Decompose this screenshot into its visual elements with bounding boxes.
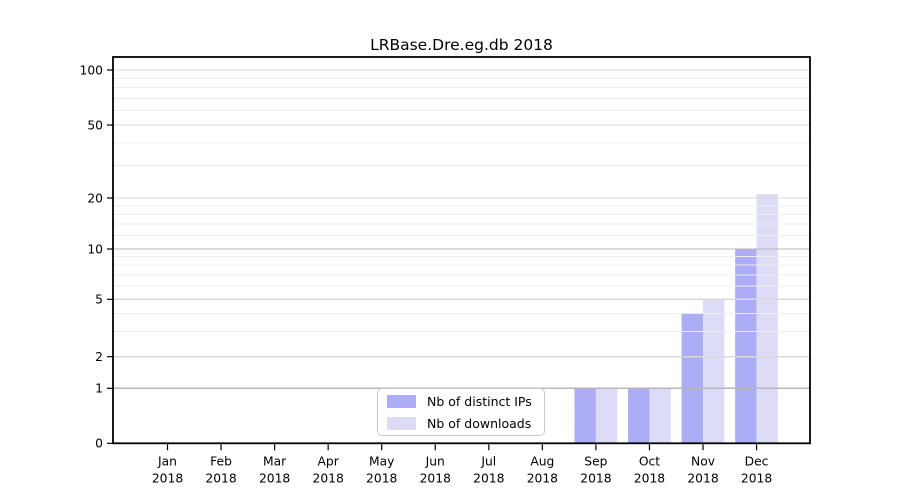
legend-swatch-distinct-ips <box>387 394 416 408</box>
y-tick-label: 5 <box>95 293 103 307</box>
x-tick-label: Mar 2018 <box>259 454 290 485</box>
x-tick-label: May 2018 <box>366 454 397 485</box>
bar-distinct-ips-Oct <box>628 388 650 444</box>
bar-distinct-ips-Dec <box>735 249 757 444</box>
legend: Nb of distinct IPs Nb of downloads <box>377 388 545 436</box>
bar-downloads-Oct <box>649 388 671 444</box>
x-tick-label: Apr 2018 <box>313 454 344 485</box>
x-tick-label: Jul 2018 <box>473 454 504 485</box>
bar-downloads-Nov <box>703 299 725 444</box>
x-tick-label: Jun 2018 <box>420 454 451 485</box>
y-tick-label: 50 <box>87 118 103 132</box>
y-tick-label: 2 <box>95 350 103 364</box>
y-tick-label: 1 <box>95 382 103 396</box>
plot-border <box>112 56 811 445</box>
x-tick-label: Jan 2018 <box>152 454 183 485</box>
bar-downloads-Sep <box>595 388 618 444</box>
x-tick-label: Aug 2018 <box>527 454 558 485</box>
bar-distinct-ips-Nov <box>681 313 703 444</box>
legend-swatch-downloads <box>387 416 416 430</box>
y-tick-label: 10 <box>87 242 103 256</box>
legend-label-downloads: Nb of downloads <box>427 415 532 431</box>
x-tick-label: Sep 2018 <box>580 454 611 485</box>
legend-label-distinct-ips: Nb of distinct IPs <box>427 393 532 409</box>
y-tick-label: 20 <box>87 191 103 205</box>
bar-distinct-ips-Sep <box>574 388 596 444</box>
x-tick-label: Oct 2018 <box>634 454 665 485</box>
y-tick-label: 0 <box>95 437 103 451</box>
chart-title: LRBase.Dre.eg.db 2018 <box>370 36 553 54</box>
x-tick-label: Feb 2018 <box>205 454 236 485</box>
legend-row-downloads: Nb of downloads <box>387 416 534 431</box>
x-tick-label: Nov 2018 <box>687 454 718 485</box>
x-tick-label: Dec 2018 <box>741 454 772 485</box>
y-tick-label: 100 <box>80 63 103 77</box>
legend-row-distinct-ips: Nb of distinct IPs <box>387 394 534 409</box>
bar-downloads-Dec <box>756 194 778 444</box>
